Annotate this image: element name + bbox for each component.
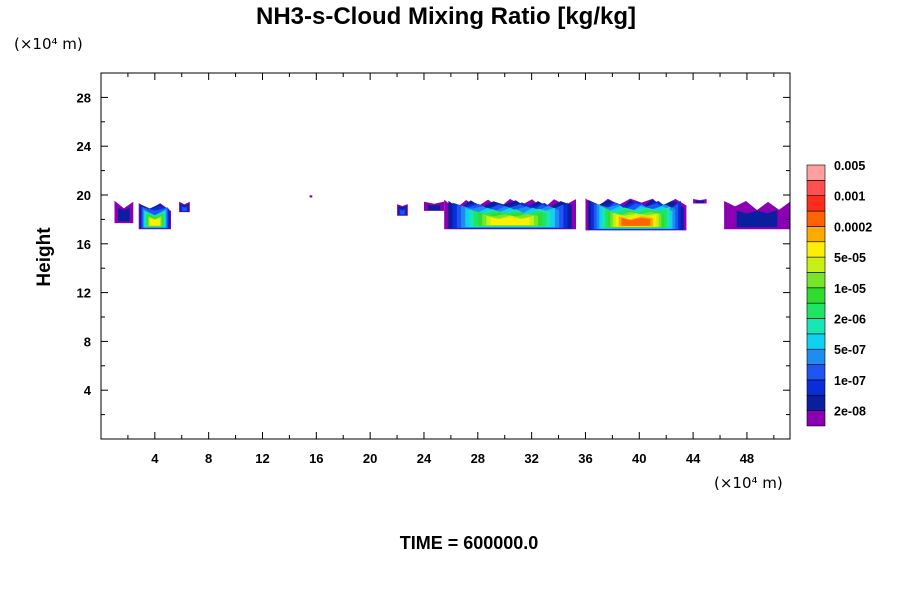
colorbar-swatch [806,241,826,258]
cloud-contour-level [736,210,778,228]
cloud-patch [397,204,408,216]
x-axis: 4 8 12 16 20 24 28 32 36 40 44 48 [100,73,775,466]
y-tick-label: 4 [84,383,92,398]
x-tick-label: 40 [632,451,646,466]
colorbar-label: 2e-06 [834,313,866,327]
colorbar: 2e-08 1e-07 5e-07 2e-06 1e-05 5e-05 0.0002 0.00… [806,159,872,427]
cloud-patch [114,200,134,224]
colorbar-swatch [806,394,826,411]
colorbar-swatch [806,180,826,197]
colorbar-label: 2e-08 [834,405,866,419]
y-tick-label: 12 [77,286,91,301]
cloud-contour-level [621,217,651,226]
x-tick-label: 20 [363,451,377,466]
cloud-patch [179,201,190,213]
cloud-patch [309,195,313,198]
colorbar-swatch [806,318,826,335]
x-tick-label: 8 [205,451,212,466]
cloud-patch [724,201,790,230]
colorbar-swatch [806,256,826,273]
cloud-contours [114,195,790,231]
colorbar-swatch [806,195,826,212]
y-tick-label: 16 [77,237,91,252]
y-axis: 4 8 12 16 20 24 28 [77,72,790,440]
cloud-patch [444,198,576,230]
colorbar-label: 0.001 [834,190,865,204]
y-tick-label: 24 [77,139,92,154]
cloud-contour-level [490,217,530,225]
x-tick-label: 12 [255,451,269,466]
cloud-patch [138,203,171,230]
colorbar-label: 5e-05 [834,251,866,265]
colorbar-swatch [806,333,826,350]
colorbar-swatch [806,287,826,304]
colorbar-label: 1e-05 [834,282,866,296]
cloud-patch [585,198,687,231]
x-tick-label: 32 [524,451,538,466]
y-tick-label: 28 [77,90,91,105]
x-tick-label: 28 [471,451,485,466]
colorbar-label: 5e-07 [834,343,866,357]
y-tick-label: 20 [77,188,91,203]
colorbar-swatch [806,272,826,289]
y-axis-label: Height [34,227,55,287]
x-tick-label: 16 [309,451,323,466]
cloud-contour-level [182,206,187,211]
cloud-patch [693,199,707,204]
x-tick-label: 24 [417,451,432,466]
colorbar-swatch [806,164,826,181]
cloud-contour-level [310,195,312,198]
cloud-contour-level [118,208,130,222]
chart-title: NH3-s-Cloud Mixing Ratio [kg/kg] [256,3,636,30]
colorbar-swatch [806,226,826,243]
x-axis-unit: (×10⁴ m) [714,474,783,492]
x-tick-label: 36 [578,451,592,466]
x-tick-label: 4 [151,451,159,466]
time-label: TIME = 600000.0 [400,533,539,553]
cloud-patch [424,201,445,211]
colorbar-swatch [806,364,826,381]
colorbar-swatch [806,379,826,396]
colorbar-swatch [806,410,826,427]
colorbar-swatch [806,302,826,319]
colorbar-swatch [806,210,826,227]
cloud-contour-level [150,218,160,226]
x-tick-label: 44 [686,451,701,466]
colorbar-swatch [806,348,826,365]
cloud-contour-level [695,200,704,204]
colorbar-label: 0.005 [834,159,865,173]
y-tick-label: 8 [84,334,91,349]
colorbar-label: 0.0002 [834,220,872,234]
y-axis-unit: (×10⁴ m) [14,35,83,53]
cloud-contour-level [400,209,405,215]
colorbar-label: 1e-07 [834,374,866,388]
cloud-contour-level [427,204,441,211]
plot-frame [100,72,791,440]
x-tick-label: 48 [740,451,754,466]
